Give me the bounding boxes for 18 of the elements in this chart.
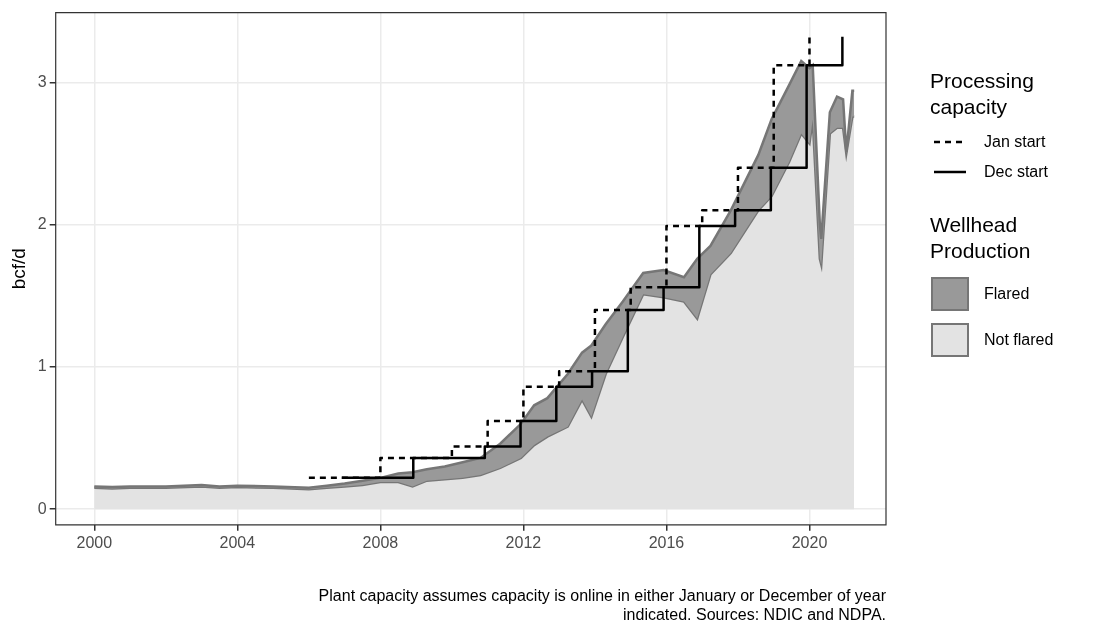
y-tick-label: 1 [37,357,47,375]
x-tick-label: 2016 [648,533,685,551]
text: Plant capacity assumes capacity is online in either January or December of year indicated. Sources: NDIC and NDPA. [317,586,886,624]
text: Processing capacity [930,69,1034,118]
legend-label: Jan start [984,133,1046,151]
legend-label: Dec start [984,163,1049,181]
text: Wellhead Production [930,213,1031,262]
x-tick-label: 2012 [505,533,542,551]
x-tick-label: 2020 [791,533,828,551]
legend-label: Flared [984,285,1030,303]
x-tick-label: 2000 [76,533,113,551]
y-axis-title: bcf/d [7,248,29,290]
y-tick-label: 2 [37,215,47,232]
y-tick-label: 3 [37,72,47,90]
x-tick-label: 2004 [219,533,256,551]
x-tick-label: 2008 [362,533,399,551]
legend-label: Not flared [984,331,1054,349]
y-tick-label: 0 [37,499,47,517]
